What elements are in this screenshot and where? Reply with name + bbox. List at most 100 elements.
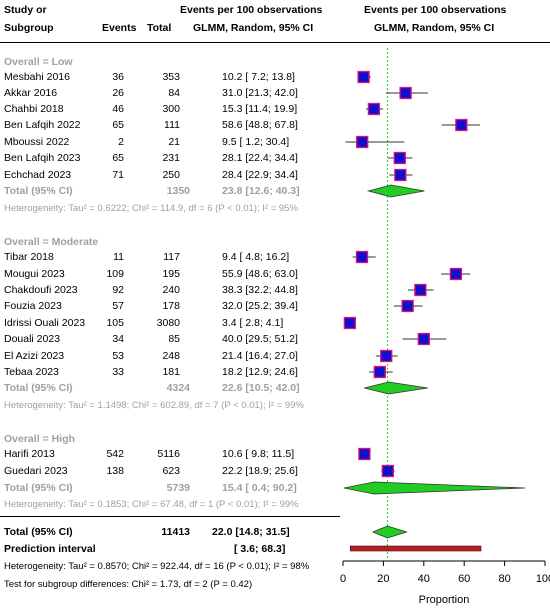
subgroup-title: Overall = Moderate bbox=[4, 236, 99, 248]
overall-label: Total (95% CI) bbox=[4, 526, 73, 538]
study-ci: 28.1 [22.4; 34.4] bbox=[222, 152, 298, 164]
study-square bbox=[355, 250, 369, 264]
study-name: El Azizi 2023 bbox=[4, 350, 65, 362]
subgroup-heterogeneity: Heterogeneity: Tau² = 1.1498; Chi² = 602… bbox=[4, 400, 304, 411]
header-study: Study or bbox=[4, 4, 47, 16]
study-total: 248 bbox=[162, 350, 180, 362]
study-ci: 28.4 [22.9; 34.4] bbox=[222, 169, 298, 181]
study-total: 623 bbox=[162, 465, 180, 477]
study-name: Guedari 2023 bbox=[4, 465, 68, 477]
x-tick-label: 0 bbox=[340, 573, 346, 585]
subgroup-total-n: 4324 bbox=[166, 382, 190, 394]
study-total: 117 bbox=[163, 251, 180, 263]
study-square bbox=[414, 283, 427, 297]
study-name: Ben Lafqih 2022 bbox=[4, 119, 81, 131]
study-ci: 10.6 [ 9.8; 11.5] bbox=[222, 448, 295, 460]
study-events: 11 bbox=[113, 251, 124, 263]
subgroup-total-label: Total (95% CI) bbox=[4, 482, 73, 494]
header-total: Total bbox=[147, 22, 172, 34]
subgroup-diamond bbox=[343, 481, 526, 495]
study-square bbox=[358, 447, 371, 461]
x-tick-label: 100 bbox=[536, 573, 550, 585]
study-total: 353 bbox=[162, 71, 180, 83]
overall-ci: 22.0 [14.8; 31.5] bbox=[212, 526, 290, 538]
subgroup-title: Overall = High bbox=[4, 433, 75, 445]
x-tick-label: 40 bbox=[418, 573, 430, 585]
study-square bbox=[381, 464, 394, 478]
subgroup-total-ci: 15.4 [ 0.4; 90.2] bbox=[222, 482, 297, 494]
study-events: 33 bbox=[112, 366, 124, 378]
study-name: Chakdoufi 2023 bbox=[4, 284, 78, 296]
study-name: Ben Lafqih 2023 bbox=[4, 152, 81, 164]
header-events: Events bbox=[102, 22, 137, 34]
study-ci: 38.3 [32.2; 44.8] bbox=[222, 284, 298, 296]
subgroup-test: Test for subgroup differences: Chi² = 1.… bbox=[4, 579, 253, 590]
study-ci: 18.2 [12.9; 24.6] bbox=[222, 366, 298, 378]
study-name: Douali 2023 bbox=[4, 333, 61, 345]
study-total: 195 bbox=[162, 268, 180, 280]
study-square bbox=[394, 168, 407, 182]
study-total: 181 bbox=[162, 366, 180, 378]
study-name: Echchad 2023 bbox=[4, 169, 72, 181]
study-events: 138 bbox=[106, 465, 124, 477]
study-total: 300 bbox=[162, 103, 180, 115]
study-name: Mougui 2023 bbox=[4, 268, 65, 280]
subgroup-total-ci: 22.6 [10.5; 42.0] bbox=[222, 382, 300, 394]
study-events: 26 bbox=[112, 87, 124, 99]
study-ci: 55.9 [48.6; 63.0] bbox=[222, 268, 298, 280]
x-axis-label: Proportion bbox=[419, 594, 470, 606]
header-divider bbox=[0, 42, 550, 43]
x-tick-label: 60 bbox=[458, 573, 470, 585]
study-name: Fouzia 2023 bbox=[4, 300, 62, 312]
study-ci: 32.0 [25.2; 39.4] bbox=[222, 300, 298, 312]
study-total: 231 bbox=[162, 152, 180, 164]
study-square bbox=[417, 332, 430, 346]
header-plot-line2: GLMM, Random, 95% CI bbox=[374, 22, 495, 34]
subgroup-total-n: 1350 bbox=[166, 185, 190, 197]
overall-total: 11413 bbox=[161, 526, 190, 538]
subgroup-total-ci: 23.8 [12.6; 40.3] bbox=[222, 185, 300, 197]
study-name: Tebaa 2023 bbox=[4, 366, 59, 378]
subgroup-total-label: Total (95% CI) bbox=[4, 382, 73, 394]
overall-diamond bbox=[371, 525, 408, 539]
study-name: Idrissi Ouali 2023 bbox=[4, 317, 86, 329]
study-square bbox=[399, 86, 412, 100]
study-ci: 15.3 [11.4; 19.9] bbox=[222, 103, 298, 115]
study-name: Harifi 2013 bbox=[4, 448, 55, 460]
study-total: 3080 bbox=[156, 317, 180, 329]
study-square bbox=[449, 267, 463, 281]
study-square bbox=[401, 299, 414, 313]
study-events: 109 bbox=[106, 268, 124, 280]
subgroup-diamond bbox=[364, 381, 428, 395]
study-total: 5116 bbox=[157, 448, 180, 460]
subgroup-heterogeneity: Heterogeneity: Tau² = 0.6222; Chi² = 114… bbox=[4, 203, 298, 214]
study-events: 71 bbox=[112, 169, 124, 181]
header-effect-line2: GLMM, Random, 95% CI bbox=[193, 22, 314, 34]
study-square bbox=[357, 70, 370, 84]
study-total: 85 bbox=[168, 333, 180, 345]
study-total: 250 bbox=[162, 169, 180, 181]
prediction-label: Prediction interval bbox=[4, 543, 96, 555]
prediction-bar bbox=[349, 545, 482, 552]
study-events: 65 bbox=[112, 119, 124, 131]
header-plot-line1: Events per 100 observations bbox=[364, 4, 507, 16]
study-events: 46 bbox=[112, 103, 124, 115]
study-total: 178 bbox=[162, 300, 180, 312]
study-square bbox=[380, 349, 393, 363]
study-square bbox=[455, 118, 468, 132]
x-tick-label: 80 bbox=[498, 573, 510, 585]
subgroup-heterogeneity: Heterogeneity: Tau² = 0.1853; Chi² = 67.… bbox=[4, 499, 299, 510]
study-ci: 10.2 [ 7.2; 13.8] bbox=[222, 71, 295, 83]
x-tick-label: 20 bbox=[377, 573, 389, 585]
study-square bbox=[367, 102, 381, 116]
study-name: Mboussi 2022 bbox=[4, 136, 70, 148]
study-name: Mesbahi 2016 bbox=[4, 71, 70, 83]
study-ci: 21.4 [16.4; 27.0] bbox=[222, 350, 298, 362]
study-name: Akkar 2016 bbox=[4, 87, 58, 99]
subgroup-diamond bbox=[366, 184, 425, 198]
prediction-ci: [ 3.6; 68.3] bbox=[234, 543, 286, 555]
study-square bbox=[343, 316, 357, 330]
study-square bbox=[393, 151, 406, 165]
study-events: 542 bbox=[106, 448, 124, 460]
